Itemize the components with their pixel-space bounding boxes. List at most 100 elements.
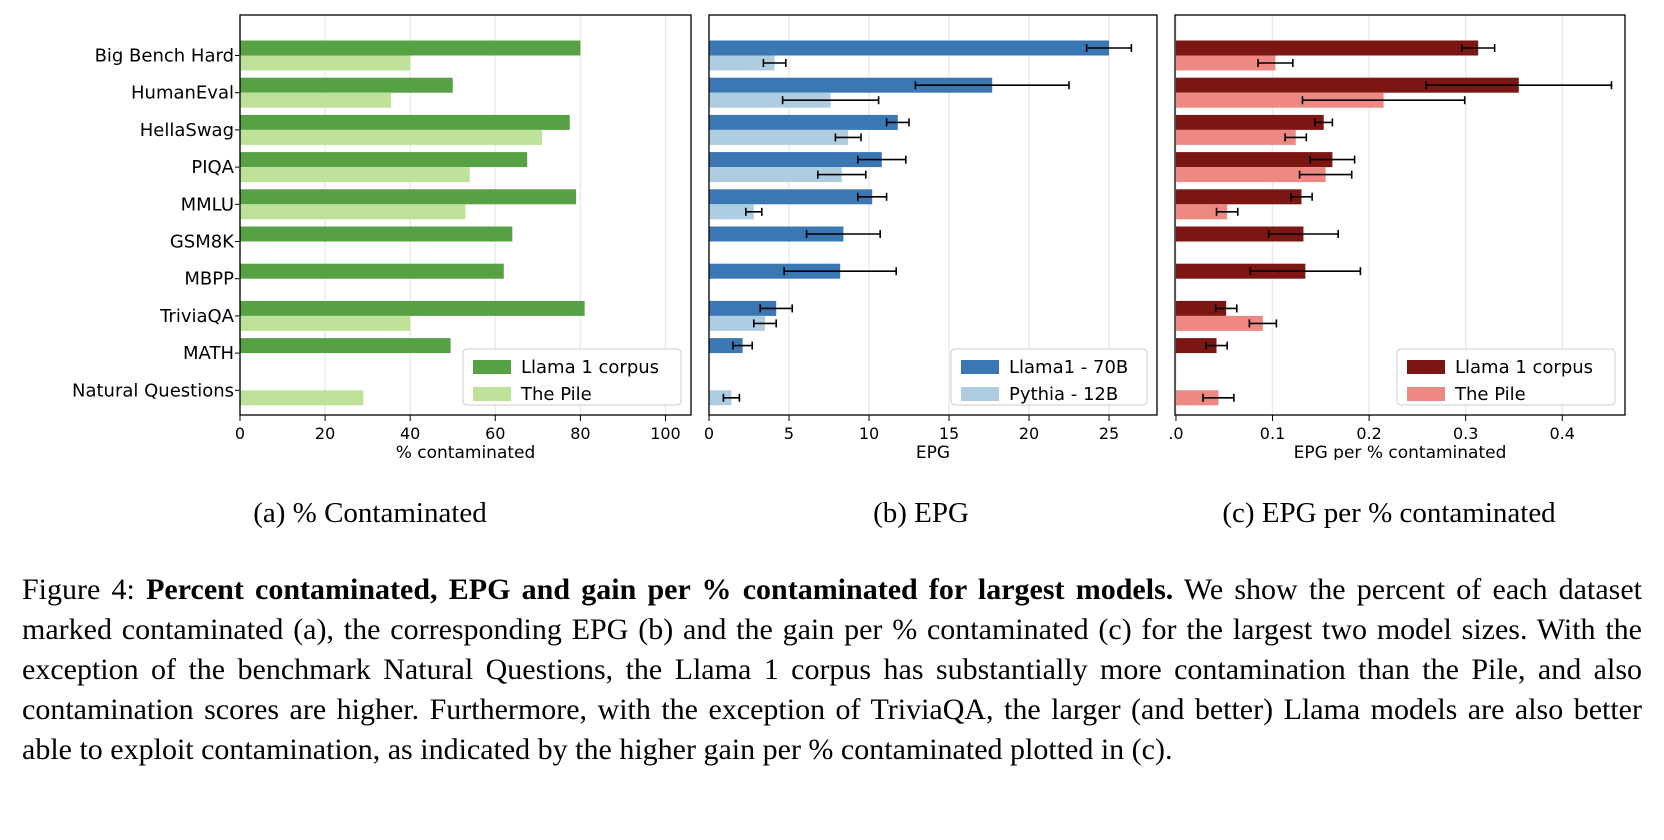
- bar-a-1-1: [240, 92, 392, 108]
- bar-a-1-7: [240, 315, 411, 331]
- legend-label: Llama1 - 70B: [1009, 357, 1128, 378]
- bar-c-1-7: [1175, 315, 1263, 331]
- legend-swatch: [1407, 387, 1445, 401]
- axes-frame-b: [708, 14, 1158, 416]
- bar-a-0-4: [240, 189, 577, 205]
- x-tick-label: 20: [1019, 424, 1039, 443]
- caption-body: We show the percent of each dataset mark…: [22, 573, 1642, 766]
- bar-b-0-6: [709, 263, 841, 279]
- figure-4-charts: Big Bench Hard HumanEval HellaSwag PIQA MMLU…: [72, 14, 1626, 460]
- legend-label: Llama 1 corpus: [521, 357, 659, 378]
- x-tick-label: 10: [859, 424, 879, 443]
- x-tick-label: 0.2: [1356, 424, 1381, 443]
- bar-c-1-0: [1175, 55, 1276, 71]
- x-tick-label: .0: [1168, 424, 1183, 443]
- bar-b-0-5: [709, 226, 844, 242]
- legend-label: Llama 1 corpus: [1455, 357, 1593, 378]
- bar-b-0-4: [709, 189, 873, 205]
- bar-a-0-1: [240, 77, 453, 93]
- legend-swatch: [1407, 360, 1445, 374]
- x-tick-label: 0: [235, 424, 245, 443]
- x-tick-label: 5: [784, 424, 794, 443]
- bar-b-0-2: [709, 114, 898, 130]
- category-label: Big Bench Hard: [95, 46, 234, 67]
- bar-a-1-2: [240, 129, 543, 145]
- bar-b-1-7: [709, 315, 765, 331]
- caption-prefix: Figure 4:: [22, 573, 147, 606]
- bar-a-1-0: [240, 55, 411, 71]
- bar-a-1-4: [240, 204, 466, 220]
- x-tick-label: 25: [1099, 424, 1119, 443]
- axes-frame-a: [239, 14, 692, 416]
- category-label: GSM8K: [170, 232, 235, 253]
- caption-title: Percent contaminated, EPG and gain per %…: [146, 573, 1174, 606]
- bar-a-1-9: [240, 390, 364, 406]
- subfigure-label-b: (b) EPG: [873, 497, 969, 529]
- bar-a-1-3: [240, 167, 470, 183]
- category-label: HellaSwag: [140, 120, 234, 141]
- legend-swatch: [961, 360, 999, 374]
- bar-b-0-1: [709, 77, 993, 93]
- figure-caption: Figure 4: Percent contaminated, EPG and …: [22, 570, 1642, 770]
- legend-label: Pythia - 12B: [1009, 384, 1118, 405]
- bar-a-0-0: [240, 40, 581, 56]
- bar-c-1-9: [1175, 390, 1219, 406]
- bar-c-1-2: [1175, 129, 1296, 145]
- bar-c-0-6: [1175, 263, 1306, 279]
- legend-box-c: [1396, 348, 1616, 406]
- category-label: PIQA: [191, 157, 234, 178]
- bar-a-0-8: [240, 338, 451, 354]
- bar-a-0-2: [240, 114, 570, 130]
- bar-c-0-5: [1175, 226, 1304, 242]
- bar-c-0-7: [1175, 300, 1227, 316]
- category-label: TriviaQA: [159, 306, 235, 327]
- bar-b-1-9: [709, 390, 732, 406]
- bar-c-0-1: [1175, 77, 1519, 93]
- bar-b-0-8: [709, 338, 743, 354]
- bar-c-0-3: [1175, 152, 1333, 168]
- subfigure-label-a: (a) % Contaminated: [253, 497, 487, 529]
- x-tick-label: 0: [704, 424, 714, 443]
- x-axis-label-b: EPG: [916, 443, 950, 460]
- x-axis-label-c: EPG per % contaminated: [1294, 443, 1507, 460]
- legend-swatch: [473, 360, 511, 374]
- bar-c-0-4: [1175, 189, 1302, 205]
- subfigure-label-c: (c) EPG per % contaminated: [1222, 497, 1556, 529]
- x-tick-label: 0.4: [1550, 424, 1575, 443]
- x-tick-label: 60: [485, 424, 505, 443]
- bar-a-0-7: [240, 300, 585, 316]
- bar-c-1-3: [1175, 167, 1326, 183]
- bar-b-1-4: [709, 204, 754, 220]
- x-axis-label-a: % contaminated: [396, 443, 536, 460]
- bar-a-0-5: [240, 226, 513, 242]
- category-label: MATH: [183, 343, 234, 364]
- category-label: MBPP: [184, 269, 234, 290]
- legend-box-a: [462, 348, 682, 406]
- axes-frame-c: [1174, 14, 1626, 416]
- category-label: Natural Questions: [72, 380, 234, 401]
- legend-swatch: [473, 387, 511, 401]
- x-tick-label: 40: [400, 424, 420, 443]
- x-tick-label: 0.1: [1260, 424, 1285, 443]
- category-label: HumanEval: [131, 83, 234, 104]
- bar-c-0-2: [1175, 114, 1324, 130]
- bar-b-1-3: [709, 167, 842, 183]
- x-tick-label: 15: [939, 424, 959, 443]
- x-tick-label: 100: [650, 424, 681, 443]
- x-tick-label: 0.3: [1453, 424, 1478, 443]
- bar-b-1-2: [709, 129, 849, 145]
- legend-label: The Pile: [1454, 384, 1526, 405]
- legend-label: The Pile: [520, 384, 592, 405]
- x-tick-label: 20: [315, 424, 335, 443]
- bar-b-0-3: [709, 152, 882, 168]
- bar-a-0-3: [240, 152, 528, 168]
- legend-box-b: [950, 348, 1148, 406]
- bar-c-1-1: [1175, 92, 1384, 108]
- legend-swatch: [961, 387, 999, 401]
- bar-b-1-0: [709, 55, 775, 71]
- bar-c-1-4: [1175, 204, 1228, 220]
- category-label: MMLU: [181, 194, 234, 215]
- x-tick-label: 80: [570, 424, 590, 443]
- bar-b-0-0: [709, 40, 1109, 56]
- bar-c-0-0: [1175, 40, 1479, 56]
